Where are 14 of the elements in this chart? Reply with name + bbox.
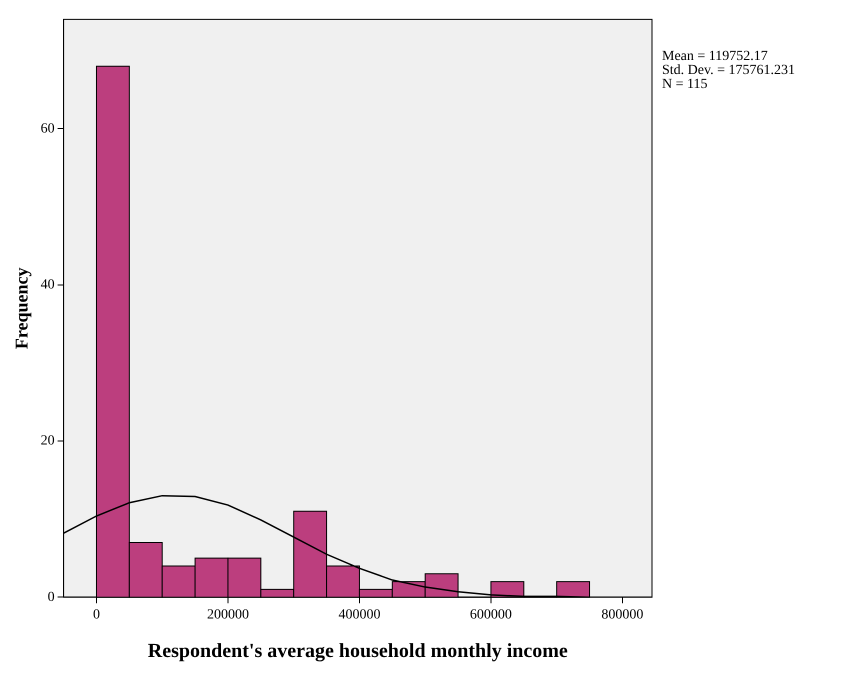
y-tick-label: 0 xyxy=(48,590,55,605)
x-tick-label: 0 xyxy=(92,607,100,622)
x-tick-label: 400000 xyxy=(338,607,380,622)
y-tick-label: 60 xyxy=(40,121,55,136)
y-axis-title: Frequency xyxy=(11,267,32,350)
x-axis-title: Respondent's average household monthly income xyxy=(148,640,568,662)
x-tick-label: 600000 xyxy=(470,607,512,622)
text: Mean = 119752.17 xyxy=(662,49,768,64)
text: N = 115 xyxy=(662,77,708,92)
y-tick-label: 40 xyxy=(40,278,55,293)
text: Std. Dev. = 175761.231 xyxy=(662,63,795,78)
x-tick-label: 800000 xyxy=(601,607,644,622)
x-tick-label: 200000 xyxy=(206,607,249,622)
y-tick-label: 20 xyxy=(40,434,55,449)
